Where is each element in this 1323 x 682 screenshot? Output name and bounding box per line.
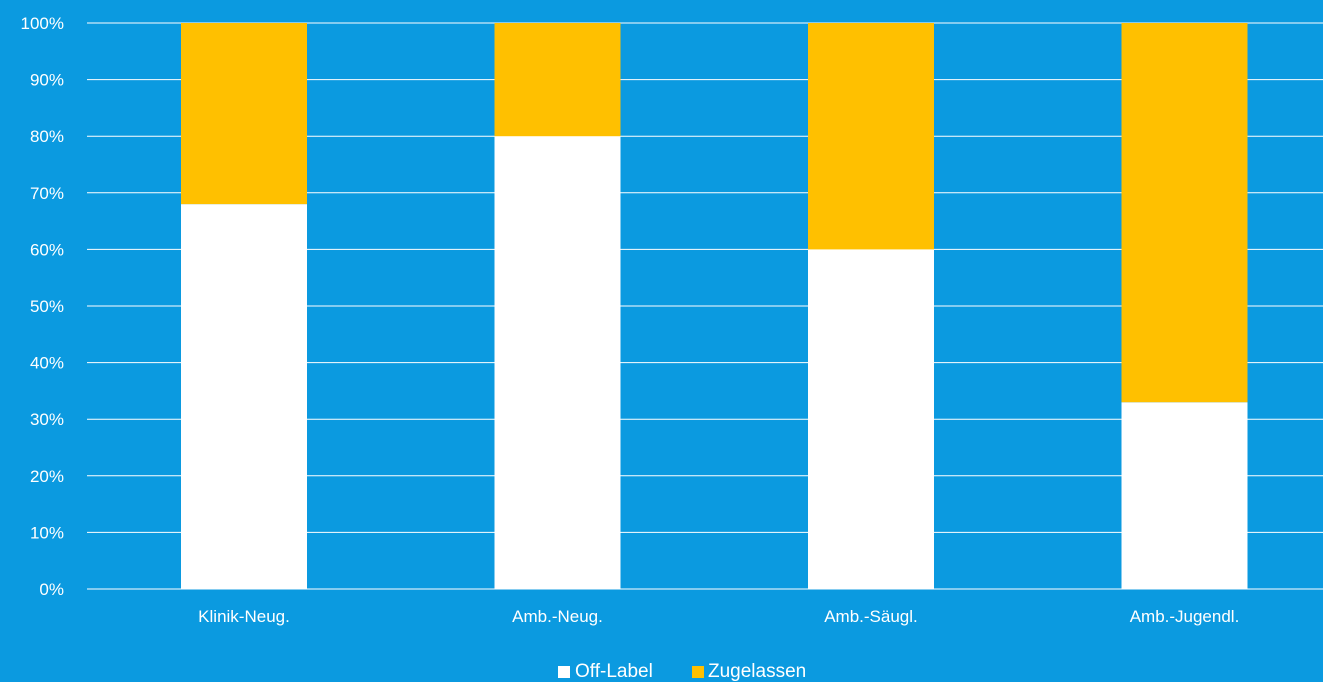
legend-label-zugelassen: Zugelassen <box>708 661 806 682</box>
y-tick-label: 100% <box>21 14 64 33</box>
y-tick-label: 10% <box>30 523 64 542</box>
x-axis-category-labels: Klinik-Neug. Amb.-Neug. Amb.-Säugl. Amb.-Ju… <box>198 607 1239 626</box>
bar-zugelassen <box>494 23 621 137</box>
y-tick-label: 80% <box>30 127 64 146</box>
y-axis-tick-labels: 0% 10% 20% 30% 40% 50% 60% 70% 80% 90% 100% <box>21 14 64 599</box>
y-tick-label: 40% <box>30 354 64 373</box>
x-category-label: Amb.-Jugendl. <box>1130 607 1240 626</box>
bar-zugelassen <box>808 23 934 250</box>
x-category-label: Amb.-Neug. <box>512 607 603 626</box>
bar-off-label <box>494 136 621 589</box>
bar-zugelassen <box>181 23 307 205</box>
x-category-label: Klinik-Neug. <box>198 607 290 626</box>
legend: Off-Label Zugelassen <box>558 661 806 682</box>
legend-swatch-off-label <box>558 666 570 678</box>
legend-swatch-zugelassen <box>692 666 704 678</box>
bars <box>181 23 1248 589</box>
y-tick-label: 60% <box>30 240 64 259</box>
legend-label-off-label: Off-Label <box>575 661 653 682</box>
y-tick-label: 50% <box>30 297 64 316</box>
x-category-label: Amb.-Säugl. <box>824 607 918 626</box>
bar-zugelassen <box>1121 23 1248 403</box>
y-tick-label: 30% <box>30 410 64 429</box>
bar-off-label <box>181 204 307 589</box>
bar-off-label <box>1121 402 1248 589</box>
y-tick-label: 90% <box>30 71 64 90</box>
bar-off-label <box>808 249 934 589</box>
y-tick-label: 70% <box>30 184 64 203</box>
y-tick-label: 20% <box>30 467 64 486</box>
y-tick-label: 0% <box>39 580 64 599</box>
